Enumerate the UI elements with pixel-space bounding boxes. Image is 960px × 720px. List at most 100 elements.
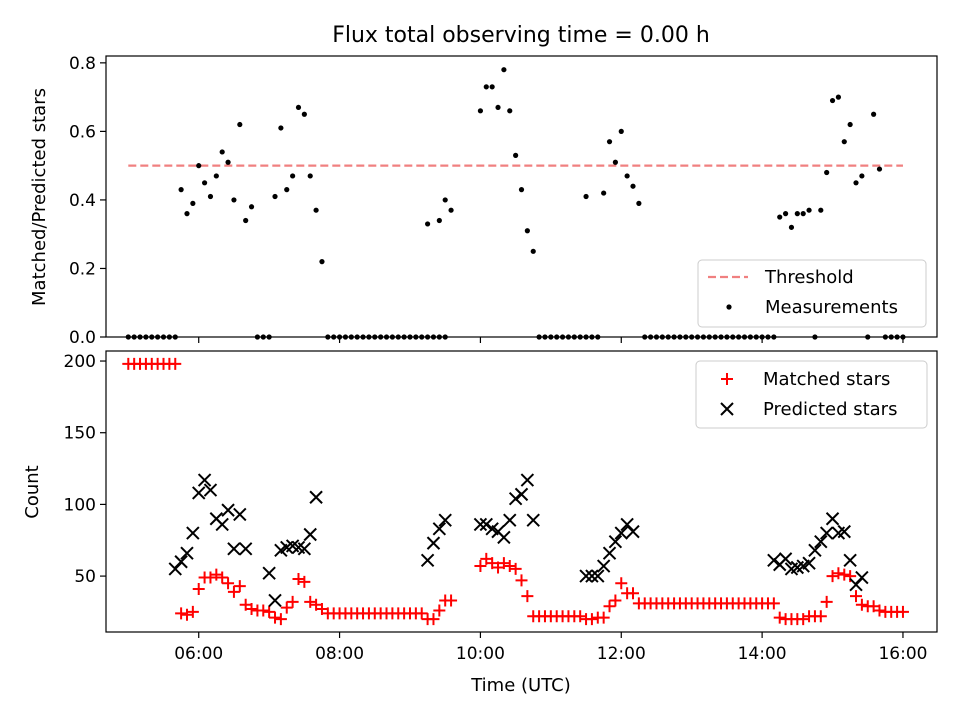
measurement-point	[847, 121, 853, 128]
bottom-y-tick-label: 150	[64, 424, 96, 444]
matched-star-point	[820, 595, 833, 608]
measurement-point	[489, 84, 495, 90]
predicted-star-point	[197, 473, 212, 487]
measurement-point	[201, 180, 208, 186]
measurement-point	[636, 200, 642, 206]
measurement-point	[184, 211, 190, 217]
predicted-star-point	[514, 487, 529, 502]
measurement-point	[196, 163, 202, 169]
predicted-star-point	[503, 513, 517, 527]
matched-star-point	[204, 571, 217, 584]
x-axis-label: Time (UTC)	[470, 675, 571, 696]
top-legend-box	[697, 259, 927, 328]
predicted-star-point	[608, 534, 623, 549]
top-y-tick-label: 0.2	[69, 259, 96, 279]
measurement-point	[853, 180, 859, 186]
matched-star-point	[773, 611, 786, 624]
matched-star-point	[304, 595, 317, 608]
top-x-ticks	[198, 337, 904, 343]
matched-star-point	[814, 610, 827, 623]
measurement-point	[477, 108, 484, 114]
predicted-star-point	[843, 553, 857, 568]
predicted-star-point	[520, 473, 535, 487]
predicted-star-point	[767, 553, 781, 568]
measurement-point	[859, 173, 865, 179]
matched-star-point	[192, 582, 205, 595]
matched-star-point	[286, 595, 299, 608]
measurement-point	[307, 173, 313, 179]
matched-star-point	[415, 607, 428, 620]
measurement-point	[583, 193, 589, 200]
measurement-point	[612, 159, 618, 165]
bottom-y-ticks: 50 100 150 200	[64, 352, 106, 587]
measurement-point	[278, 125, 284, 131]
predicted-star-point	[837, 524, 851, 539]
measurement-point	[606, 139, 613, 145]
predicted-star-point	[825, 512, 840, 526]
matched-star-point	[896, 605, 909, 618]
measurement-point	[301, 111, 307, 117]
predicted-star-point	[303, 527, 317, 542]
measurement-point	[806, 207, 812, 213]
measurement-point	[207, 193, 214, 200]
predicted-star-point	[596, 559, 611, 573]
top-axes-frame	[105, 55, 938, 338]
matched-star-point	[844, 570, 857, 583]
measurement-point	[601, 190, 607, 196]
top-y-tick-label: 0.6	[69, 122, 96, 142]
predicted-star-point	[426, 536, 441, 550]
chart-title: Flux total observing time = 0.00 h	[332, 23, 710, 48]
matched-star-point	[445, 594, 458, 607]
matched-star-point	[855, 598, 868, 611]
matched-star-point	[838, 568, 851, 581]
measurement-point	[248, 204, 255, 210]
matched-star-point	[298, 575, 311, 588]
predicted-star-point	[203, 483, 218, 497]
measurements-legend-swatch	[726, 304, 732, 310]
predicted-star-point	[808, 543, 822, 557]
matched-star-point	[233, 580, 246, 593]
x-tick-label: 10:00	[456, 644, 505, 664]
predicted-star-point	[227, 542, 241, 556]
measurement-point	[524, 228, 530, 234]
matched-star-point	[574, 610, 587, 623]
measurements-legend-label: Measurements	[765, 297, 898, 318]
measurement-point	[190, 200, 196, 206]
predicted-legend-label: Predicted stars	[763, 399, 897, 420]
matched-star-point	[873, 604, 886, 617]
matched-star-point	[210, 568, 223, 581]
measurement-point	[513, 152, 519, 158]
predicted-star-point	[626, 524, 640, 539]
predicted-star-point	[497, 530, 511, 545]
measurement-point	[624, 173, 630, 179]
measurement-point	[442, 197, 448, 203]
predicted-star-point	[479, 517, 493, 532]
top-y-ticks: 0.0 0.2 0.4 0.6 0.8	[69, 54, 106, 348]
predicted-star-point	[262, 566, 276, 580]
top-y-tick-label: 0.8	[69, 54, 96, 74]
measurement-point	[794, 211, 800, 217]
predicted-star-point	[297, 542, 312, 556]
matched-star-point	[263, 605, 276, 618]
measurement-point	[272, 193, 278, 200]
predicted-legend-swatch	[720, 402, 734, 416]
bottom-y-tick-label: 50	[74, 567, 96, 587]
matched-star-point	[767, 597, 780, 610]
measurement-point	[618, 128, 624, 134]
measurement-point	[824, 169, 830, 176]
matched-star-point	[603, 600, 616, 613]
predicted-star-point	[778, 552, 793, 566]
measurement-point	[231, 197, 237, 203]
matched-star-point	[832, 567, 845, 580]
matched-star-point	[597, 611, 610, 624]
matched-star-point	[222, 577, 235, 590]
measurement-point	[777, 214, 783, 220]
predicted-star-point	[420, 553, 435, 568]
measurement-point	[436, 217, 442, 224]
top-panel: 0.00.20.40.60.8 Matched/Predicted stars …	[29, 54, 938, 348]
matched-star-point	[585, 613, 598, 626]
matched-star-point	[474, 560, 487, 573]
matched-star-point	[850, 590, 863, 603]
matched-star-point	[245, 603, 258, 616]
